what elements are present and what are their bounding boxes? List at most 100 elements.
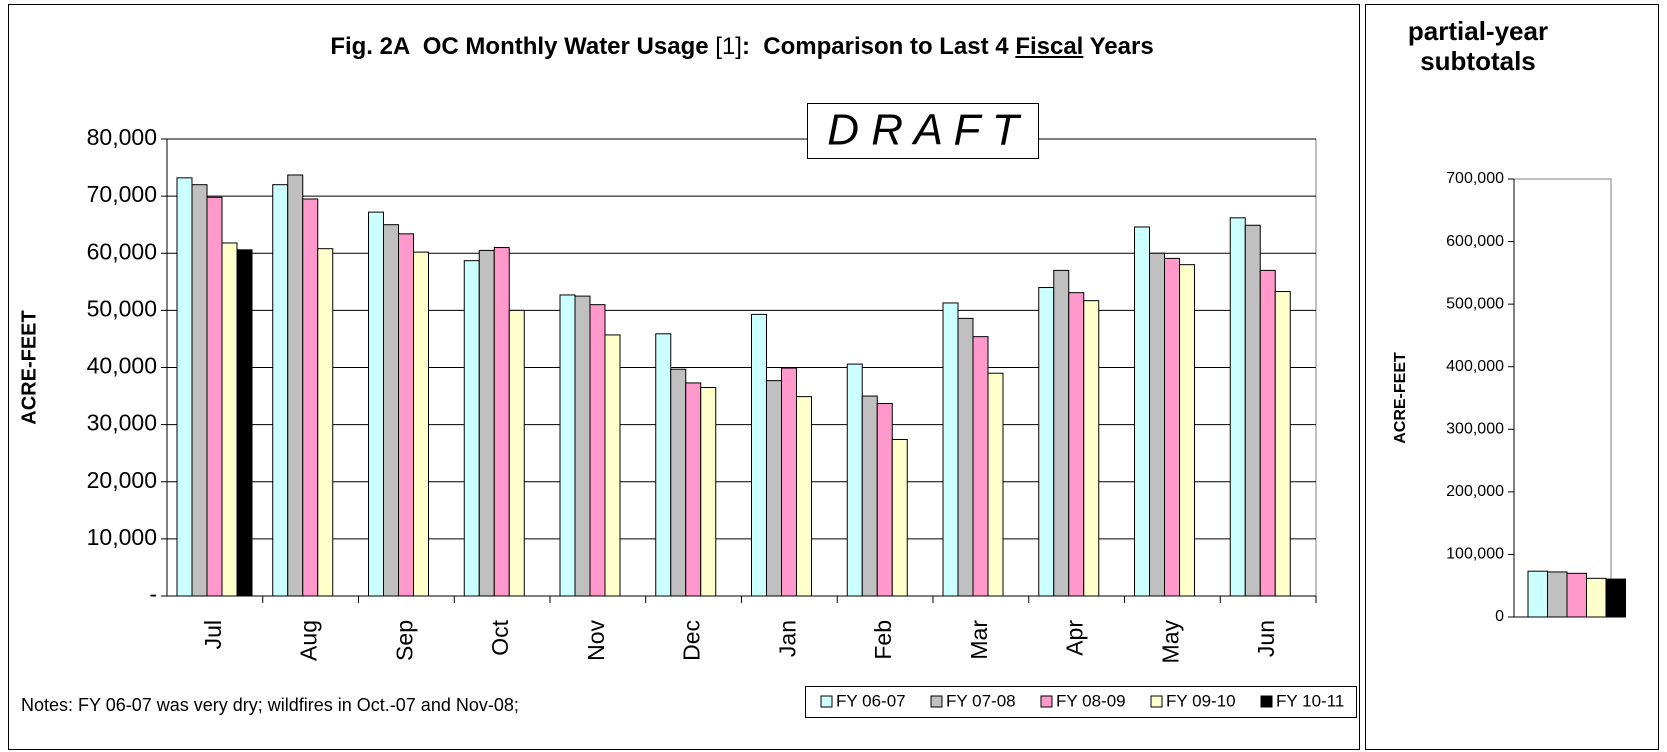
y-tick-label: 10,000	[87, 524, 157, 550]
bar	[972, 336, 989, 597]
y-tick-label: 300,000	[1446, 421, 1504, 438]
y-tick-label: 200,000	[1446, 483, 1504, 500]
bar	[463, 260, 480, 597]
annotation-box	[807, 103, 1039, 159]
bar	[1586, 577, 1607, 618]
bar	[766, 380, 782, 597]
bar	[655, 333, 672, 597]
y-tick-label: 60,000	[87, 238, 157, 264]
title-part: Fig. 2A OC Monthly Water Usage	[330, 33, 716, 60]
x-tick-label: May	[1157, 620, 1183, 664]
bar	[1149, 252, 1165, 597]
bar	[781, 367, 797, 597]
bar	[1527, 570, 1548, 618]
x-tick-label: Jul	[200, 620, 226, 649]
bar	[942, 302, 959, 597]
bar	[191, 184, 208, 597]
main-frame	[8, 4, 1360, 750]
y-tick-label: 70,000	[87, 181, 157, 207]
bar	[751, 313, 767, 597]
x-tick-label: Sep	[391, 620, 417, 661]
bar	[1605, 578, 1626, 618]
bar	[272, 184, 289, 597]
bar	[236, 249, 253, 597]
bar	[1259, 269, 1276, 597]
y-tick-label: 600,000	[1446, 233, 1504, 250]
bar	[1164, 257, 1180, 597]
legend-label: FY 07-08	[946, 691, 1016, 710]
y-tick-label: 20,000	[87, 467, 157, 493]
bar	[796, 396, 812, 597]
bar	[559, 294, 576, 597]
y-axis-label: ACRE-FEET	[1392, 352, 1409, 444]
legend-swatch	[820, 695, 833, 708]
bar	[368, 211, 384, 597]
y-tick-label: 80,000	[87, 124, 157, 150]
x-tick-label: Mar	[966, 620, 992, 660]
x-tick-label: Dec	[679, 620, 705, 661]
x-tick-label: Aug	[296, 620, 322, 661]
title-part: Fiscal	[1015, 33, 1084, 60]
plot-area	[1513, 178, 1612, 618]
bar	[1179, 264, 1195, 597]
y-tick-label: 400,000	[1446, 358, 1504, 375]
bar	[1244, 224, 1261, 597]
bar	[574, 295, 591, 597]
bar	[987, 372, 1004, 597]
y-tick-label: 100,000	[1446, 546, 1504, 563]
legend-swatch	[1260, 695, 1273, 708]
bar	[1053, 269, 1070, 597]
y-tick-label: -	[149, 581, 157, 607]
y-tick-label: 500,000	[1446, 295, 1504, 312]
legend-label: FY 08-09	[1056, 691, 1126, 710]
y-axis-label: ACRE-FEET	[18, 310, 40, 424]
bar	[493, 247, 510, 597]
bar	[1566, 572, 1587, 618]
x-tick-label: Jan	[774, 620, 800, 657]
title-part: Years	[1083, 33, 1154, 60]
bar	[287, 174, 304, 597]
legend-swatch	[1150, 695, 1163, 708]
bar	[221, 242, 238, 597]
x-tick-label: Jun	[1253, 620, 1279, 657]
bar	[317, 248, 334, 597]
bar	[1038, 287, 1055, 597]
legend-label: FY 09-10	[1166, 691, 1236, 710]
chart-title: Fig. 2A OC Monthly Water Usage [1]: Comp…	[167, 33, 1317, 61]
bar	[1068, 292, 1085, 597]
bar	[478, 249, 495, 597]
bar	[670, 368, 687, 597]
bar	[176, 177, 193, 597]
bar	[876, 402, 893, 597]
bar	[1229, 217, 1246, 597]
y-tick-label: 50,000	[87, 295, 157, 321]
bar	[508, 309, 525, 597]
x-tick-label: Apr	[1062, 620, 1088, 656]
bar	[1083, 300, 1100, 597]
annotation: D R A F T	[827, 106, 1022, 155]
bar	[700, 386, 717, 597]
side-title: partial-year subtotals	[1407, 16, 1549, 76]
bar	[1547, 571, 1568, 618]
title-part: : Comparison to Last 4	[741, 33, 1016, 60]
bar	[413, 251, 429, 597]
bar	[1274, 291, 1291, 597]
bar	[398, 233, 414, 597]
side-frame	[1365, 4, 1659, 750]
x-tick-label: Oct	[487, 619, 513, 655]
x-tick-label: Nov	[583, 620, 609, 661]
legend-label: FY 06-07	[836, 691, 906, 710]
y-tick-label: 700,000	[1446, 170, 1504, 187]
bar	[383, 224, 399, 597]
y-tick-label: 0	[1495, 608, 1504, 625]
bar	[957, 317, 974, 597]
bar	[206, 196, 223, 597]
bar	[685, 382, 702, 597]
y-tick-label: 40,000	[87, 353, 157, 379]
bar	[589, 304, 606, 597]
bar	[861, 395, 878, 597]
title-part: [1]	[715, 33, 742, 60]
bar	[604, 334, 621, 597]
